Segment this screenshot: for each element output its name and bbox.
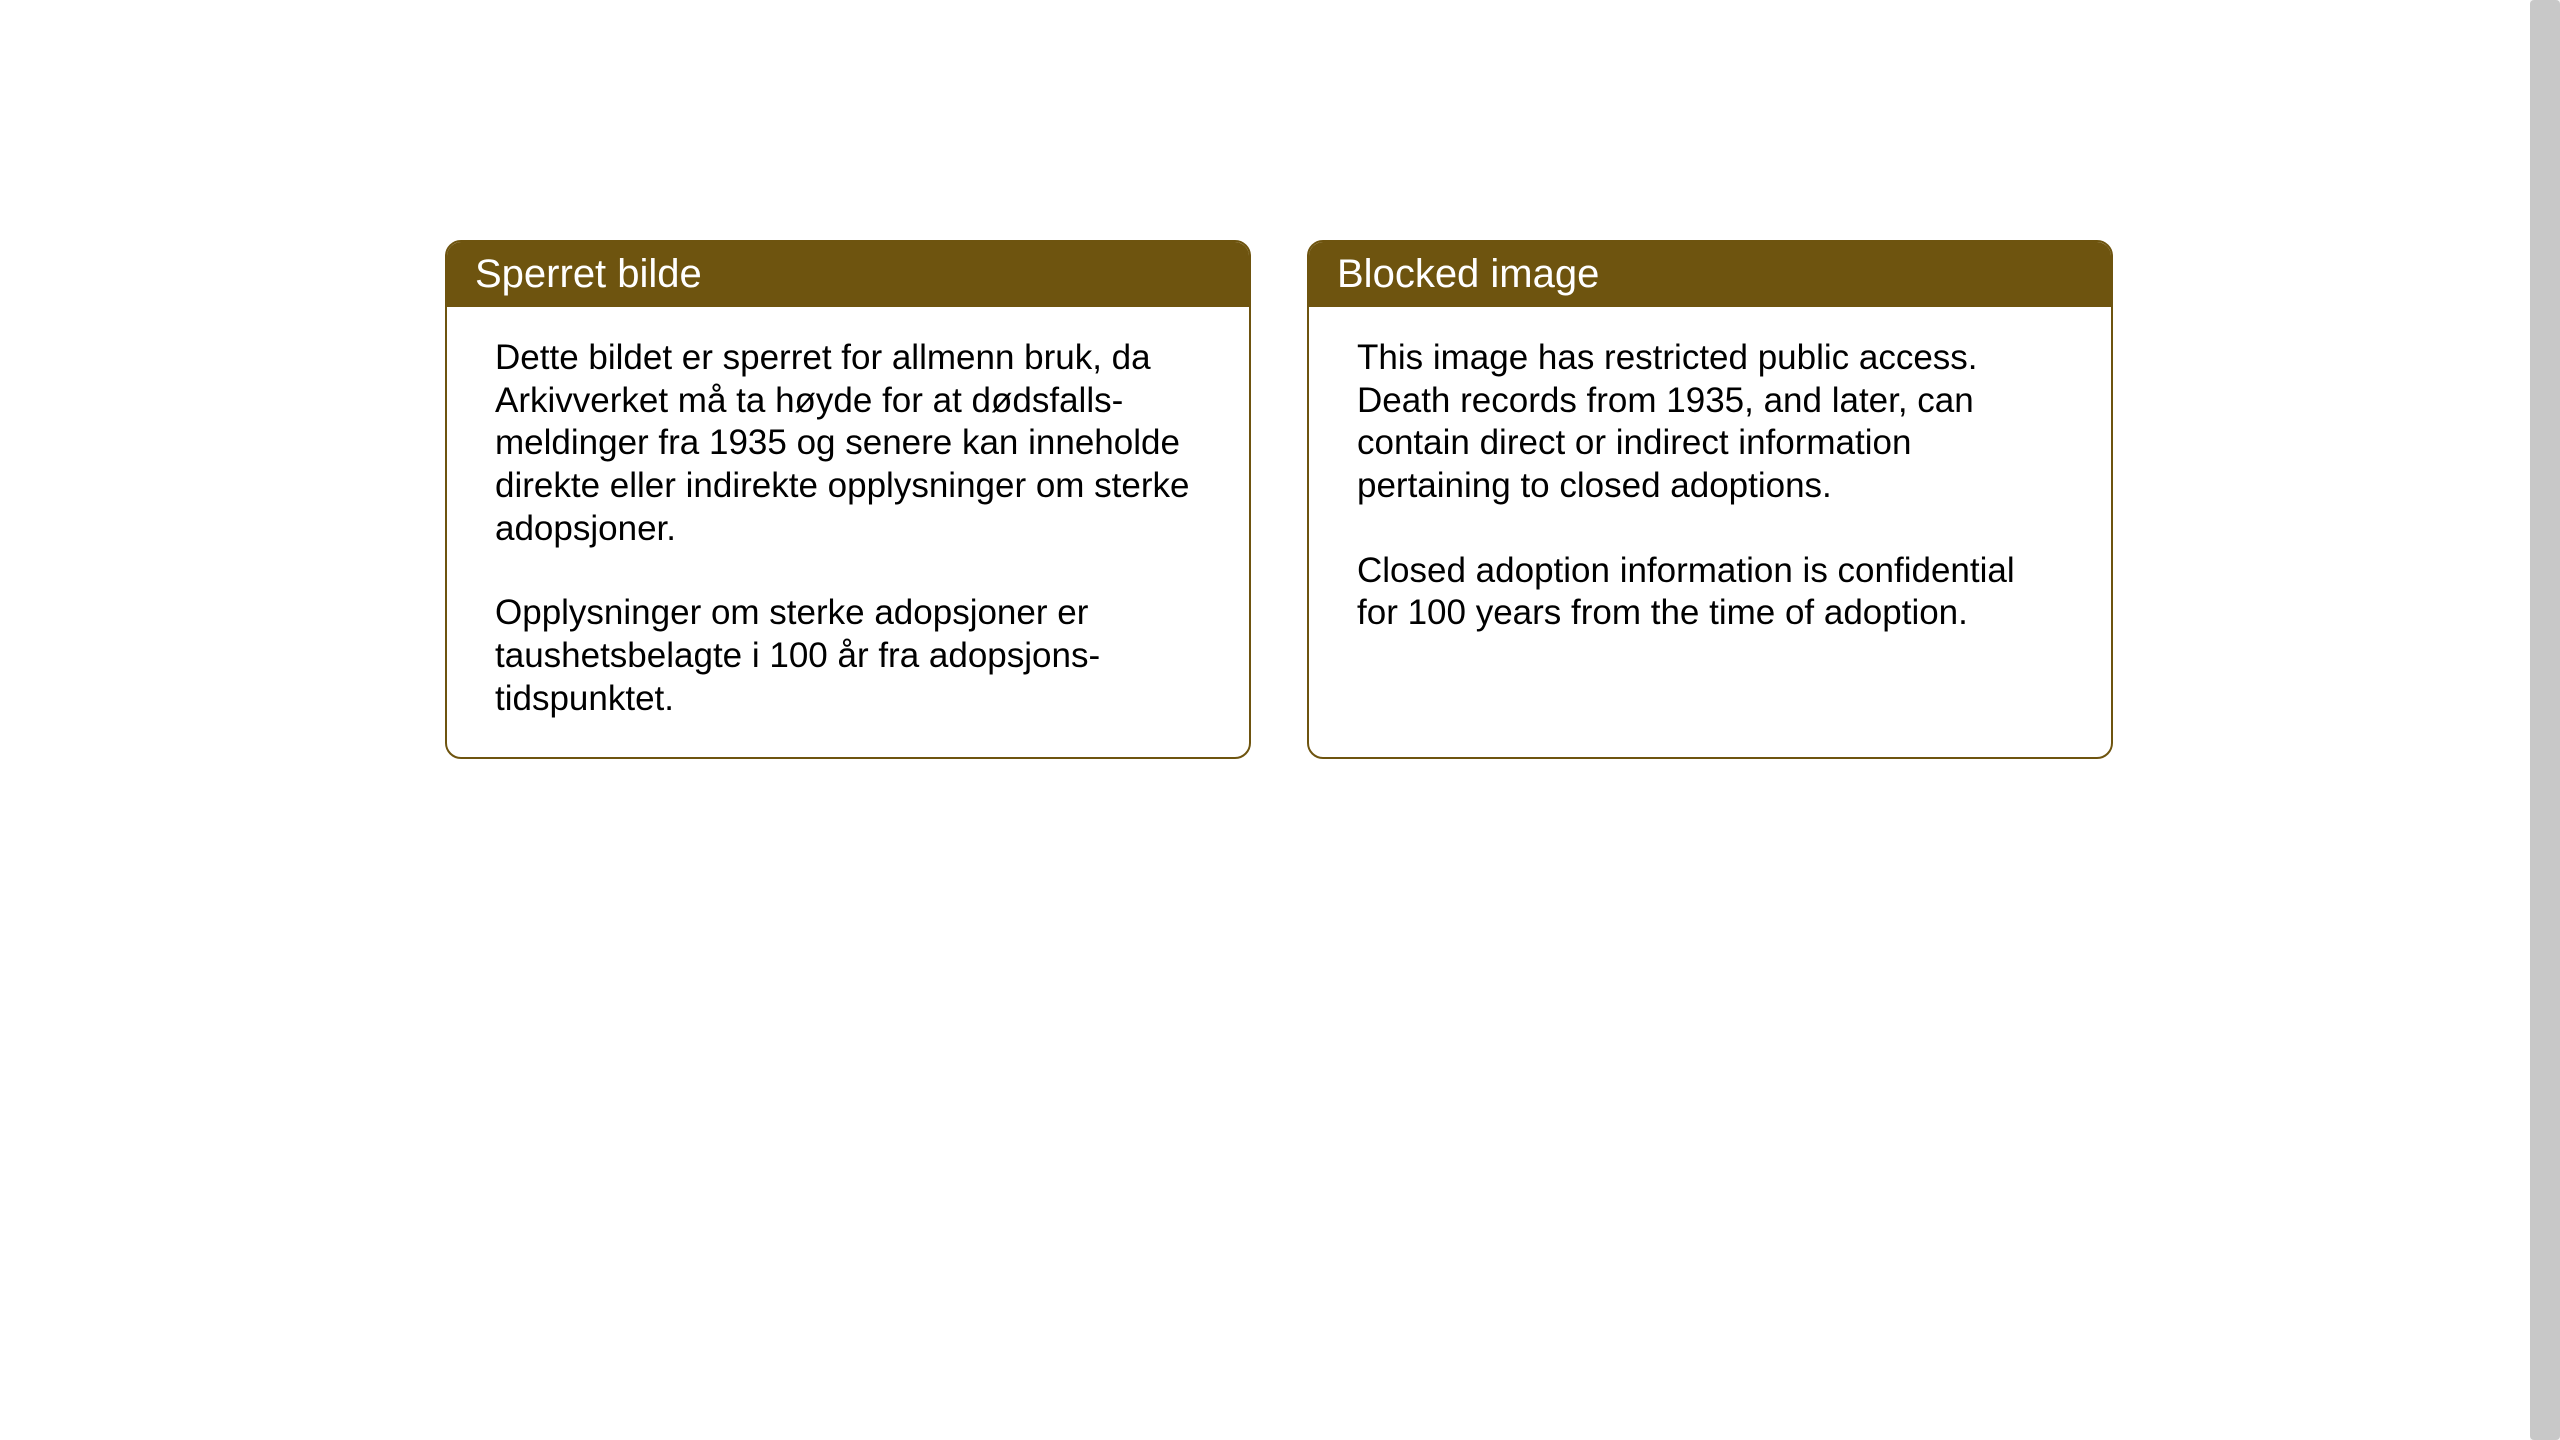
norwegian-paragraph-2: Opplysninger om sterke adopsjoner er tau…	[495, 592, 1201, 720]
notice-cards-container: Sperret bilde Dette bildet er sperret fo…	[445, 240, 2113, 759]
english-paragraph-2: Closed adoption information is confident…	[1357, 550, 2063, 635]
english-paragraph-1: This image has restricted public access.…	[1357, 337, 2063, 508]
norwegian-paragraph-1: Dette bildet er sperret for allmenn bruk…	[495, 337, 1201, 550]
english-notice-card: Blocked image This image has restricted …	[1307, 240, 2113, 759]
scrollbar-thumb[interactable]	[2530, 0, 2560, 1440]
norwegian-notice-card: Sperret bilde Dette bildet er sperret fo…	[445, 240, 1251, 759]
norwegian-card-title: Sperret bilde	[475, 252, 702, 296]
english-card-header: Blocked image	[1309, 242, 2111, 307]
norwegian-card-header: Sperret bilde	[447, 242, 1249, 307]
norwegian-card-body: Dette bildet er sperret for allmenn bruk…	[447, 307, 1249, 757]
scrollbar-track[interactable]	[2530, 0, 2560, 1440]
english-card-title: Blocked image	[1337, 252, 1599, 296]
english-card-body: This image has restricted public access.…	[1309, 307, 2111, 747]
